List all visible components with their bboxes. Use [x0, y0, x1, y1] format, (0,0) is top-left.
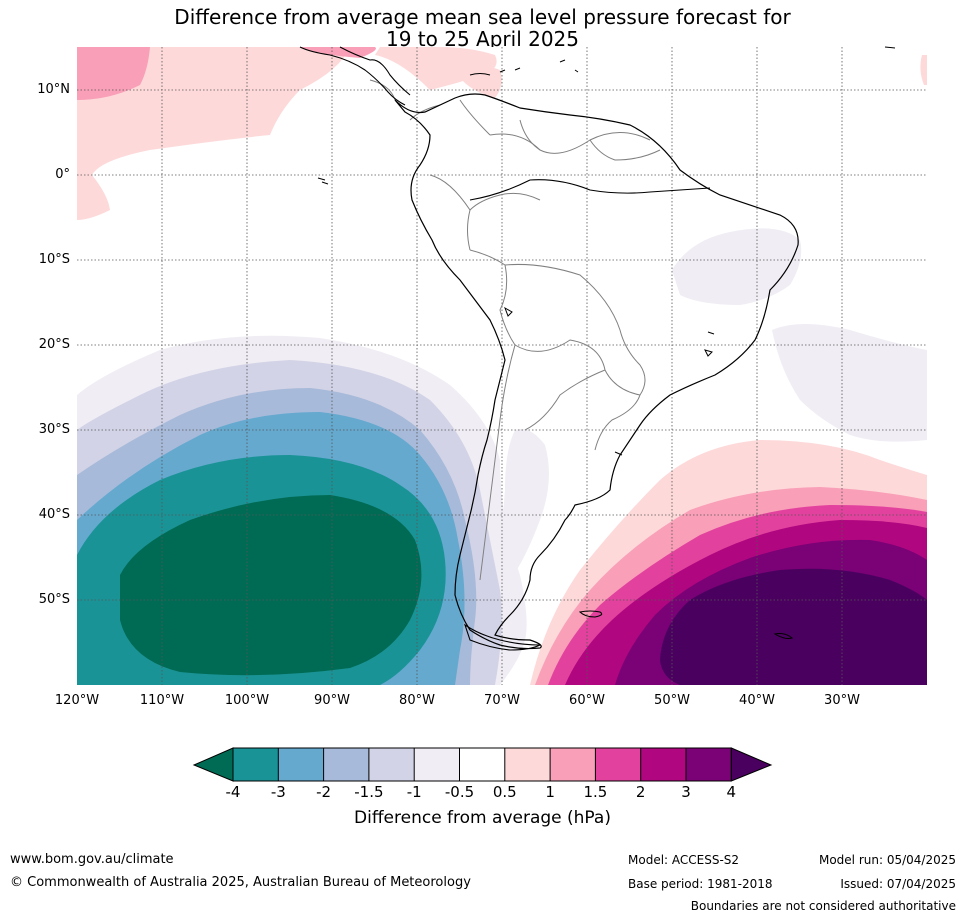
colorbar-tick-label: -4 — [225, 783, 241, 801]
amazon-river — [469, 179, 711, 201]
issued-date: Issued: 07/04/2025 — [840, 877, 956, 891]
anomaly-positive-0.5-1-east-edge — [920, 55, 927, 85]
anomaly-above-4-southeast — [660, 568, 927, 685]
colorbar-extend-high — [730, 747, 773, 782]
colorbar-tick-label: 4 — [726, 783, 737, 801]
lat-label-40s: 40°S — [38, 507, 70, 522]
lon-label-80w: 80°W — [399, 693, 435, 708]
lat-label-50s: 50°S — [38, 592, 70, 607]
colorbar-tick-label: -2 — [316, 783, 332, 801]
anomaly-negative-0.5-1-brazil — [672, 228, 802, 305]
colorbar-tick-label: -0.5 — [444, 783, 475, 801]
copyright-notice: © Commonwealth of Australia 2025, Austra… — [10, 875, 471, 890]
model-run-date: Model run: 05/04/2025 — [818, 853, 956, 867]
colorbar-segment-2 — [278, 748, 324, 781]
south-georgia — [773, 633, 794, 639]
south-america-coastline — [394, 93, 799, 650]
lon-label-120w: 120°W — [54, 693, 100, 708]
anomaly-below-4-southwest — [120, 495, 422, 676]
colorbar-tick-label: -3 — [270, 783, 286, 801]
colorbar-segment-6 — [459, 748, 505, 781]
lat-label-10n: 10°N — [37, 82, 70, 97]
anomaly-positive-1-1.5-northwest — [77, 47, 150, 100]
colorbar-tick-label: -1 — [406, 783, 422, 801]
colorbar-segment-10 — [640, 748, 686, 781]
lon-label-90w: 90°W — [314, 693, 350, 708]
caribbean-islands — [469, 46, 896, 76]
model-name: Model: ACCESS-S2 — [628, 853, 740, 867]
falkland-islands — [578, 610, 603, 618]
tierra-del-fuego — [463, 623, 541, 651]
colorbar-segment-3 — [323, 748, 369, 781]
map-title-line-1: Difference from average mean sea level p… — [174, 5, 791, 29]
lon-label-100w: 100°W — [224, 693, 270, 708]
colorbar-segment-7 — [504, 748, 551, 781]
colorbar-segment-8 — [550, 748, 596, 781]
colorbar-tick-label: 1.5 — [583, 783, 608, 801]
colorbar-tick-label: 1 — [545, 783, 555, 801]
boundary-disclaimer: Boundaries are not considered authoritat… — [690, 899, 956, 913]
base-period: Base period: 1981-2018 — [628, 877, 773, 891]
lon-label-60w: 60°W — [569, 693, 605, 708]
lon-label-110w: 110°W — [139, 693, 185, 708]
lon-label-50w: 50°W — [654, 693, 690, 708]
colorbar-outline — [232, 747, 732, 782]
lat-label-20s: 20°S — [38, 337, 70, 352]
inland-lakes-brazil — [614, 331, 715, 456]
colorbar-segment-4 — [368, 748, 415, 781]
map-gridlines — [77, 47, 927, 685]
lat-label-30s: 30°S — [38, 422, 70, 437]
lake-titicaca — [504, 306, 513, 317]
colorbar-dividers — [277, 748, 687, 781]
central-america-north-coast — [339, 46, 411, 96]
colorbar — [192, 747, 773, 782]
colorbar-extend-low — [192, 747, 234, 782]
colorbar-tick-label: 0.5 — [492, 783, 517, 801]
lat-label-10s: 10°S — [38, 252, 70, 267]
map-title-line-2: 19 to 25 April 2025 — [385, 27, 580, 51]
anomaly-negative-0.5-1-patagonia — [503, 429, 549, 580]
lat-label-0: 0° — [55, 167, 70, 182]
anomaly-negative-0.5-1-atlantic — [772, 324, 927, 442]
website-link[interactable]: www.bom.gov.au/climate — [10, 852, 174, 867]
colorbar-segment-1 — [233, 748, 279, 781]
colorbar-tick-label: 2 — [635, 783, 646, 801]
colorbar-tick-label: 3 — [681, 783, 691, 801]
colorbar-segment-11 — [686, 748, 732, 781]
pressure-anomaly-fields — [77, 47, 927, 685]
colorbar-segment-9 — [595, 748, 641, 781]
lon-label-40w: 40°W — [739, 693, 775, 708]
country-borders — [369, 79, 661, 581]
galapagos-islands — [317, 177, 329, 185]
colorbar-tick-label: -1.5 — [354, 783, 384, 801]
colorbar-segment-5 — [414, 748, 460, 781]
colorbar-title: Difference from average (hPa) — [354, 808, 611, 828]
central-america-coastline — [299, 46, 406, 106]
lon-label-70w: 70°W — [484, 693, 520, 708]
anomaly-positive-0.5-1-northwest — [77, 47, 350, 220]
lon-label-30w: 30°W — [824, 693, 860, 708]
